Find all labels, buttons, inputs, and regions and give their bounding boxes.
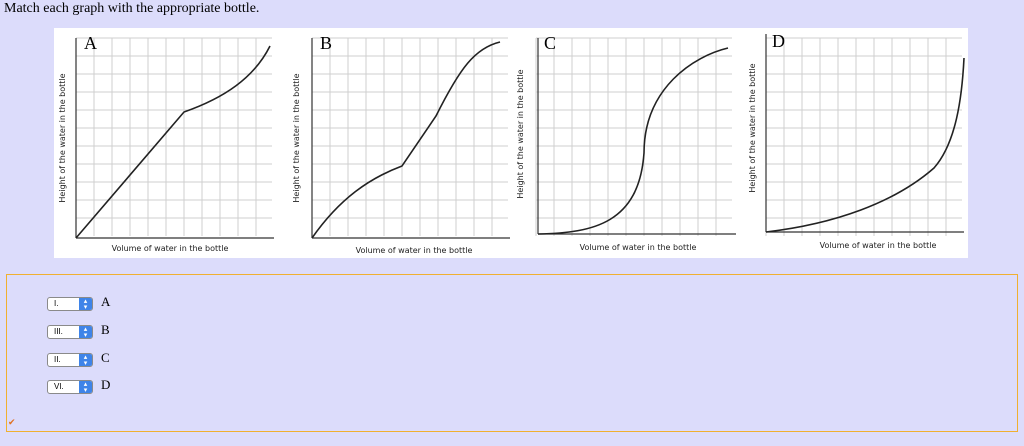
graphs-image: A Volume of water in the bottle Height o… [54, 28, 968, 258]
graph-a-letter: A [84, 33, 97, 53]
graph-b-ylabel: Height of the water in the bottle [292, 73, 301, 203]
selected-value: III. [54, 327, 63, 336]
graph-c-letter: C [544, 33, 557, 53]
graph-b-curve [311, 41, 501, 239]
selected-value: II. [54, 355, 61, 364]
graph-a-ylabel: Height of the water in the bottle [58, 73, 67, 203]
option-label: D [101, 377, 111, 392]
graph-d-plot [765, 34, 965, 236]
graph-d-curve [765, 57, 965, 233]
graph-c-plot [535, 37, 736, 236]
graph-d-ylabel: Height of the water in the bottle [748, 63, 757, 193]
question-text: Match each graph with the appropriate bo… [4, 1, 260, 16]
match-select-c[interactable]: II. ▴ ▾ [47, 353, 93, 367]
graph-d-letter: D [772, 31, 785, 51]
answer-panel: I. ▴ ▾ A III. ▴ ▾ B II. ▴ ▾ C VI. ▴ ▾ D [6, 274, 1018, 432]
graph-a-plot [75, 37, 274, 239]
match-select-b[interactable]: III. ▴ ▾ [47, 325, 93, 339]
graph-b-letter: B [320, 33, 333, 53]
option-label: C [101, 350, 110, 365]
check-icon: ✔ [8, 418, 16, 428]
graph-b-xlabel: Volume of water in the bottle [355, 246, 473, 255]
graph-a-curve [75, 45, 271, 239]
graph-b-plot [311, 37, 510, 239]
graph-d-xlabel: Volume of water in the bottle [819, 241, 937, 250]
graph-a: A Volume of water in the bottle Height o… [54, 28, 280, 258]
graph-d: D Volume of water in the bottle Height o… [744, 28, 968, 258]
match-select-d[interactable]: VI. ▴ ▾ [47, 380, 93, 394]
graph-b: B Volume of water in the bottle Height o… [290, 28, 514, 258]
up-down-chevron-icon: ▴ ▾ [79, 381, 92, 394]
up-down-chevron-icon: ▴ ▾ [79, 354, 92, 367]
up-down-chevron-icon: ▴ ▾ [79, 298, 92, 311]
option-label: A [101, 294, 111, 309]
selected-value: VI. [54, 382, 64, 391]
graph-c-xlabel: Volume of water in the bottle [579, 243, 697, 252]
graph-c-ylabel: Height of the water in the bottle [516, 69, 525, 199]
match-select-a[interactable]: I. ▴ ▾ [47, 297, 93, 311]
graph-c: C Volume of water in the bottle Height o… [514, 28, 740, 258]
up-down-chevron-icon: ▴ ▾ [79, 326, 92, 339]
graph-a-xlabel: Volume of water in the bottle [111, 244, 229, 253]
option-label: B [101, 322, 110, 337]
selected-value: I. [54, 299, 59, 308]
graph-c-curve [537, 47, 729, 235]
